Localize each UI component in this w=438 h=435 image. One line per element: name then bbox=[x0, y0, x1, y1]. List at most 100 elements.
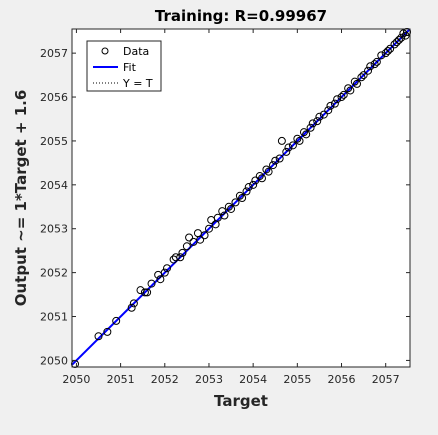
plot-frame bbox=[71, 28, 411, 368]
data-point bbox=[255, 172, 264, 181]
x-tick-label: 2050 bbox=[62, 373, 90, 386]
y-tick-label: 2055 bbox=[40, 135, 68, 148]
data-point bbox=[185, 233, 194, 242]
data-point bbox=[352, 79, 361, 88]
data-point bbox=[284, 143, 293, 152]
data-point bbox=[330, 99, 339, 108]
x-axis-title: Target bbox=[214, 392, 268, 410]
data-point bbox=[350, 77, 359, 86]
data-point bbox=[302, 130, 311, 139]
data-point bbox=[392, 38, 401, 47]
data-point bbox=[344, 84, 353, 93]
data-point bbox=[94, 332, 103, 341]
data-point bbox=[143, 288, 152, 297]
data-point bbox=[306, 123, 315, 132]
data-point bbox=[319, 110, 328, 119]
data-point bbox=[200, 231, 209, 240]
data-point bbox=[262, 165, 271, 174]
data-point bbox=[397, 33, 406, 42]
chart-title: Training: R=0.99967 bbox=[155, 7, 327, 25]
data-point bbox=[257, 174, 266, 183]
data-point bbox=[359, 71, 368, 80]
data-point bbox=[178, 248, 187, 257]
data-point bbox=[364, 66, 373, 75]
x-tick-label: 2051 bbox=[107, 373, 135, 386]
data-point bbox=[324, 106, 333, 115]
data-point bbox=[293, 134, 302, 143]
data-point bbox=[112, 316, 121, 325]
x-tick-label: 2057 bbox=[372, 373, 400, 386]
data-point bbox=[288, 141, 297, 150]
x-tick-label: 2056 bbox=[328, 373, 356, 386]
y-tick-label: 2052 bbox=[40, 267, 68, 280]
data-point bbox=[333, 95, 342, 104]
data-point bbox=[160, 268, 169, 277]
data-point bbox=[399, 29, 408, 38]
data-point bbox=[127, 303, 136, 312]
data-point bbox=[242, 187, 251, 196]
data-point bbox=[156, 275, 165, 284]
data-point bbox=[140, 288, 149, 297]
data-point bbox=[295, 136, 304, 145]
y-tick-label: 2057 bbox=[40, 47, 68, 60]
data-point bbox=[218, 207, 227, 216]
y-tick-label: 2056 bbox=[40, 91, 68, 104]
data-point bbox=[386, 44, 395, 53]
data-point bbox=[377, 51, 386, 60]
data-point bbox=[244, 183, 253, 192]
y-tick-label: 2050 bbox=[40, 354, 68, 367]
data-point bbox=[224, 202, 233, 211]
legend: Data Fit Y = T bbox=[86, 40, 162, 92]
data-point bbox=[326, 101, 335, 110]
data-point bbox=[337, 93, 346, 102]
data-point bbox=[147, 279, 156, 288]
data-point bbox=[383, 46, 392, 55]
data-point bbox=[282, 147, 291, 156]
x-tick-label: 2053 bbox=[195, 373, 223, 386]
data-point bbox=[372, 57, 381, 66]
data-point bbox=[315, 112, 324, 121]
data-point bbox=[271, 156, 280, 165]
data-point bbox=[313, 117, 322, 126]
data-point bbox=[299, 128, 308, 137]
data-point bbox=[162, 264, 171, 273]
data-point bbox=[357, 73, 366, 82]
x-tick-label: 2052 bbox=[151, 373, 179, 386]
data-point bbox=[269, 161, 278, 170]
y-tick-label: 2054 bbox=[40, 179, 68, 192]
x-tick-label: 2054 bbox=[239, 373, 267, 386]
data-point bbox=[275, 154, 284, 163]
y-tick-label: 2053 bbox=[40, 223, 68, 236]
data-point bbox=[308, 119, 317, 128]
legend-fit-label: Fit bbox=[123, 61, 137, 74]
data-point bbox=[182, 242, 191, 251]
data-point bbox=[346, 86, 355, 95]
data-point bbox=[277, 136, 286, 145]
data-point bbox=[176, 253, 185, 262]
legend-yt-label: Y = T bbox=[122, 77, 153, 90]
data-point bbox=[390, 40, 399, 49]
x-tick-label: 2055 bbox=[283, 373, 311, 386]
data-point bbox=[264, 167, 273, 176]
data-point bbox=[366, 62, 375, 71]
data-point bbox=[227, 204, 236, 213]
data-point bbox=[220, 211, 229, 220]
data-point bbox=[196, 235, 205, 244]
data-point bbox=[401, 31, 410, 40]
data-point bbox=[394, 35, 403, 44]
data-point bbox=[339, 90, 348, 99]
data-point bbox=[231, 198, 240, 207]
data-point bbox=[381, 49, 390, 58]
data-point bbox=[235, 191, 244, 200]
y-tick-label: 2051 bbox=[40, 311, 68, 324]
data-point bbox=[238, 194, 247, 202]
data-point bbox=[103, 327, 112, 336]
data-point bbox=[370, 60, 379, 69]
legend-data-label: Data bbox=[123, 45, 149, 58]
data-point bbox=[204, 224, 213, 233]
y-axis-title: Output ~= 1*Target + 1.6 bbox=[12, 90, 30, 307]
data-point bbox=[129, 299, 138, 308]
legend-data-marker bbox=[101, 47, 109, 55]
